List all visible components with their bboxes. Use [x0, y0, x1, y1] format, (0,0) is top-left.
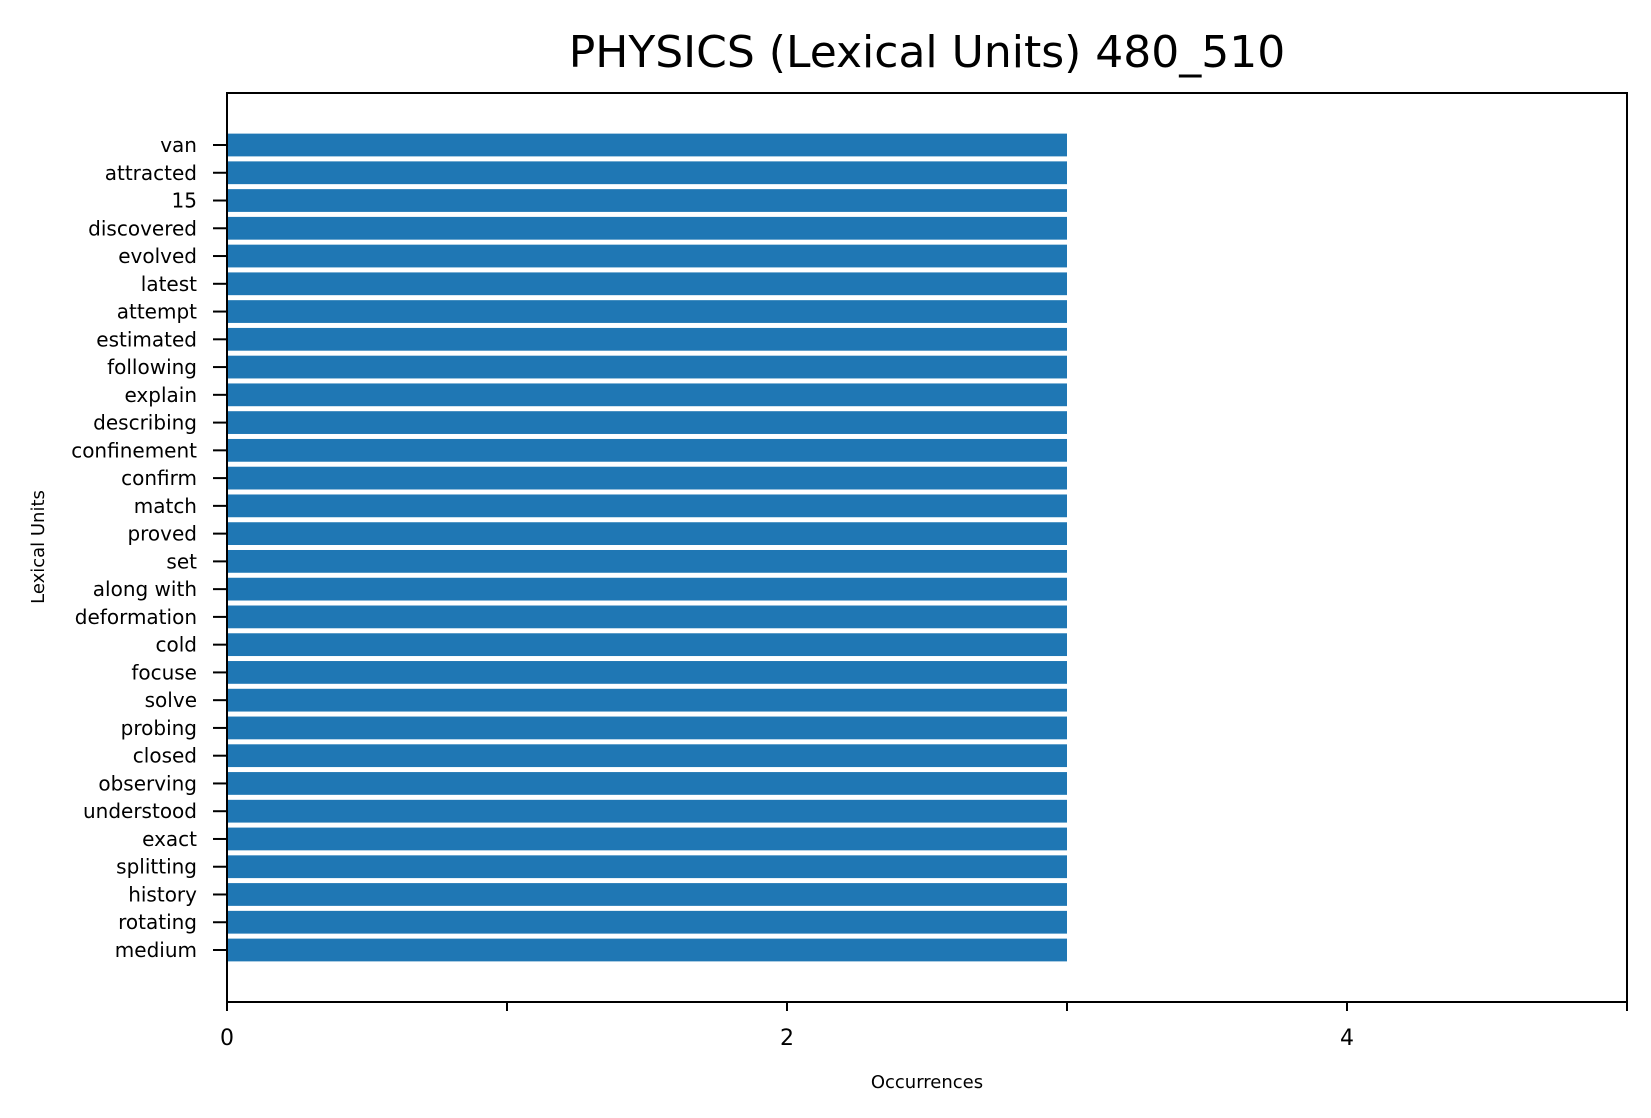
bar-focuse	[227, 661, 1067, 684]
bar-latest	[227, 272, 1067, 296]
x-tick-label: 4	[1340, 1026, 1354, 1051]
bar-probing	[227, 716, 1067, 740]
bar-observing	[227, 772, 1067, 795]
y-tick-label: match	[134, 494, 197, 518]
y-axis-label: Lexical Units	[28, 490, 49, 604]
y-tick-label: 15	[172, 189, 197, 213]
bar-evolved	[227, 244, 1067, 268]
y-tick-label: attracted	[105, 161, 197, 185]
bar-rotating	[227, 910, 1067, 934]
y-tick-label: focuse	[131, 660, 197, 684]
y-tick-label: cold	[156, 633, 197, 657]
y-tick-label: set	[166, 549, 197, 573]
bar-set	[227, 549, 1067, 573]
bar-cold	[227, 633, 1067, 657]
y-tick-label: estimated	[96, 327, 197, 351]
bar-closed	[227, 744, 1067, 768]
y-tick-label: closed	[133, 744, 197, 768]
y-tick-label: proved	[127, 522, 197, 546]
plot-frame	[226, 92, 1628, 1003]
bar-solve	[227, 688, 1067, 712]
bar-following	[227, 355, 1067, 379]
x-axis-label: Occurrences	[871, 1072, 983, 1093]
y-tick-label: van	[160, 133, 197, 157]
bar-splitting	[227, 855, 1067, 879]
bar-deformation	[227, 605, 1067, 629]
y-tick-label: exact	[142, 827, 197, 851]
x-tick-label: 2	[780, 1026, 794, 1051]
bar-confinement	[227, 438, 1067, 462]
bar-proved	[227, 522, 1067, 546]
y-tick-label: along with	[93, 577, 197, 601]
y-tick-label: understood	[83, 799, 197, 823]
y-tick-label: medium	[115, 938, 197, 962]
y-tick-label: splitting	[116, 855, 197, 879]
y-tick-label: rotating	[118, 910, 197, 934]
bar-attempt	[227, 300, 1067, 323]
y-tick-label: evolved	[118, 244, 197, 268]
bar-medium	[227, 938, 1067, 962]
bar-understood	[227, 799, 1067, 823]
bars-group	[227, 133, 1067, 962]
y-tick-label: latest	[141, 272, 197, 296]
x-axis-ticks: 0 2 4	[220, 1002, 1628, 1051]
y-tick-label: solve	[145, 688, 197, 712]
y-tick-label: history	[128, 882, 197, 906]
bar-exact	[227, 827, 1067, 851]
bar-history	[227, 883, 1067, 906]
bar-confirm	[227, 466, 1067, 490]
bar-describing	[227, 411, 1067, 434]
bar-match	[227, 494, 1067, 518]
y-axis-ticks: van attracted 15 discovered evolved latest att…	[71, 133, 227, 962]
y-tick-label: deformation	[75, 605, 197, 629]
y-tick-label: discovered	[88, 216, 197, 240]
y-tick-label: following	[107, 355, 197, 379]
y-tick-label: confirm	[121, 466, 197, 490]
chart-title: PHYSICS (Lexical Units) 480_510	[569, 27, 1285, 78]
bar-15	[227, 189, 1067, 212]
bar-explain	[227, 383, 1067, 407]
y-tick-label: observing	[98, 771, 197, 795]
x-tick-label: 0	[220, 1026, 234, 1051]
y-tick-label: attempt	[117, 300, 197, 324]
y-tick-label: confinement	[71, 438, 197, 462]
y-tick-label: probing	[121, 716, 197, 740]
bar-discovered	[227, 216, 1067, 240]
bar-estimated	[227, 327, 1067, 351]
y-tick-label: explain	[124, 383, 197, 407]
bar-attracted	[227, 161, 1067, 185]
y-tick-label: describing	[93, 411, 197, 435]
bar-van	[227, 133, 1067, 157]
bar-along-with	[227, 577, 1067, 601]
